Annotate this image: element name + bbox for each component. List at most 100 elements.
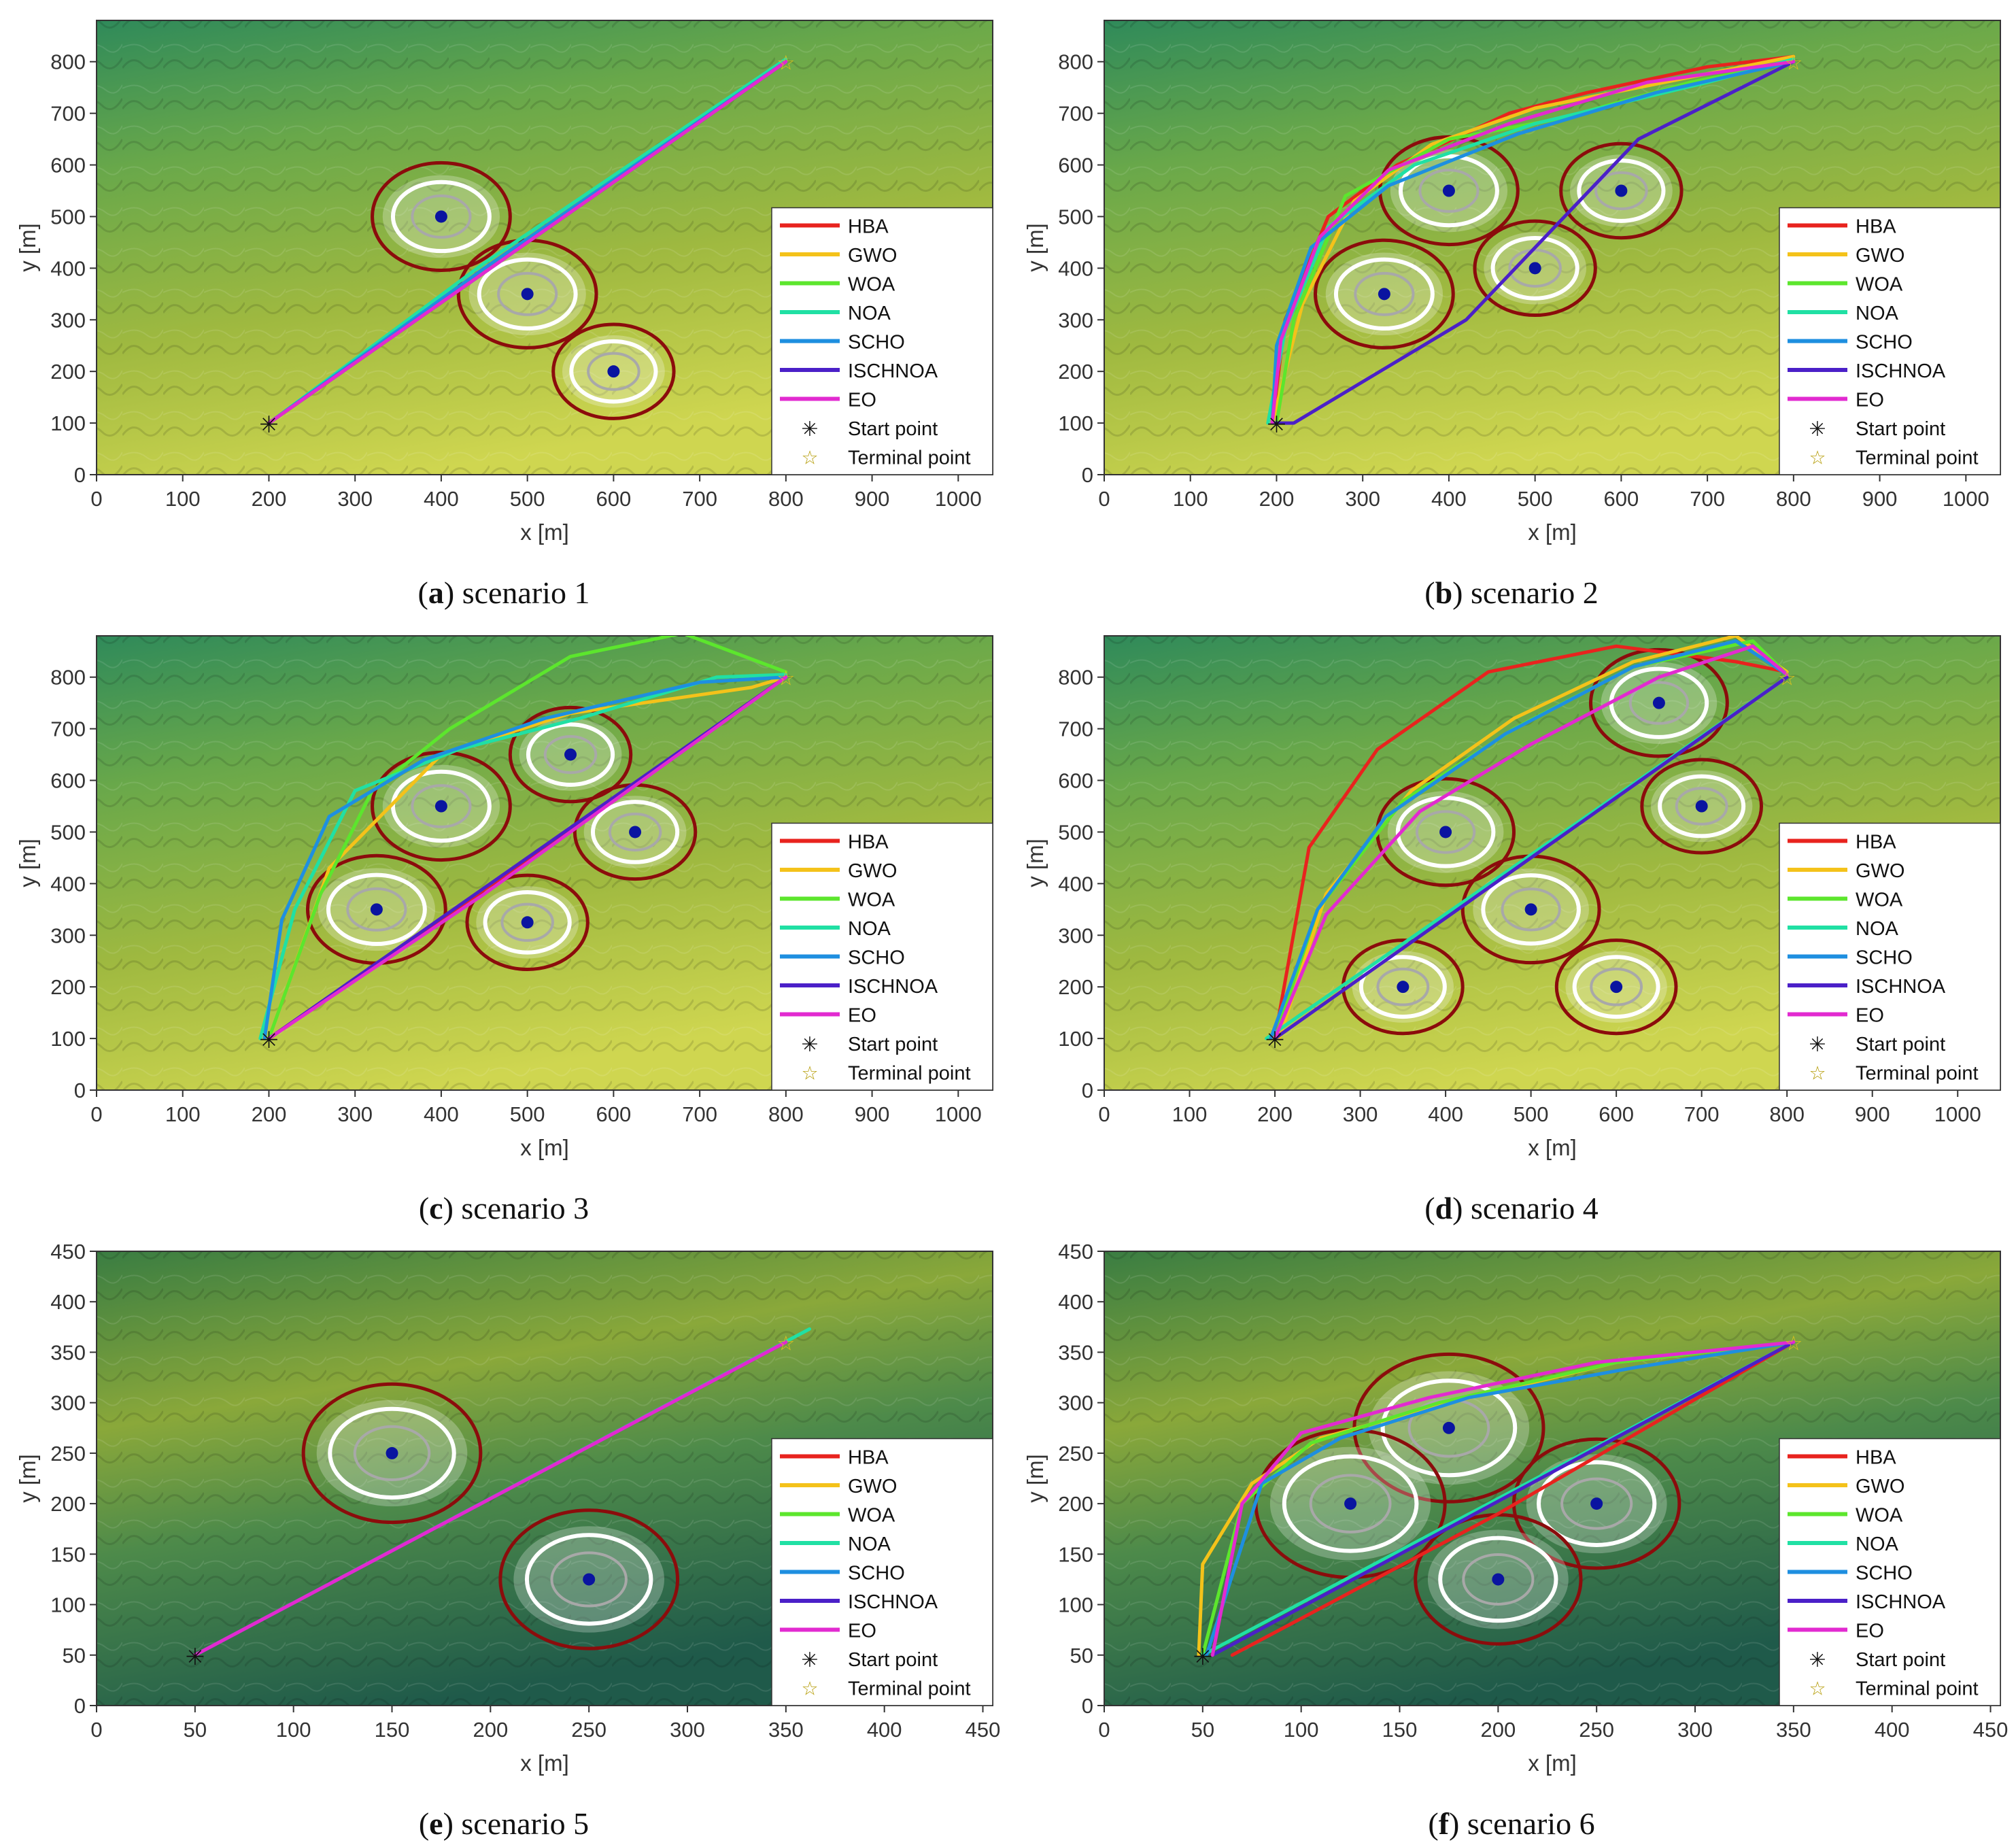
x-tick-label: 700 xyxy=(682,1102,717,1126)
y-tick-label: 300 xyxy=(1058,924,1093,947)
x-tick-label: 100 xyxy=(165,1102,201,1126)
threat-inner-ring xyxy=(1359,955,1447,1019)
plot-area xyxy=(193,1327,812,1657)
start-point-marker: ✳ xyxy=(1267,412,1286,438)
caption-b: (b) scenario 2 xyxy=(1424,575,1599,610)
legend-terminal-marker: ☆ xyxy=(801,447,818,469)
x-axis-label: x [m] xyxy=(1528,1750,1577,1776)
threat-core-ring xyxy=(1462,1553,1535,1606)
threat-core-ring xyxy=(587,352,640,391)
threat-core-ring xyxy=(1594,171,1648,211)
legend-label-woa: WOA xyxy=(1856,1505,1903,1527)
x-tick-label: 400 xyxy=(424,487,459,511)
caption-f: (f) scenario 6 xyxy=(1428,1806,1595,1841)
x-tick-label: 250 xyxy=(571,1718,606,1742)
legend-label-scho: SCHO xyxy=(1856,1563,1913,1585)
legend-label-hba: HBA xyxy=(1856,1447,1896,1469)
legend-label-eo: EO xyxy=(1856,1621,1884,1642)
threat-center xyxy=(1344,1497,1357,1510)
chart-b: 0 100 200 300 400 500 600 700 800 900 1000 0 100 200 3… xyxy=(1023,20,2001,545)
legend-label-terminal-point: Terminal point xyxy=(848,447,971,469)
threat-center xyxy=(607,365,620,378)
panel-c: 0 100 200 300 400 500 600 700 800 900 1000 0 100 200 3… xyxy=(0,615,1008,1231)
legend-label-hba: HBA xyxy=(1856,216,1896,238)
legend-label-eo: EO xyxy=(1856,390,1884,411)
legend-label-ischnoa: ISCHNOA xyxy=(848,1591,938,1613)
x-axis-label: x [m] xyxy=(1528,520,1577,545)
threat-core-ring xyxy=(1354,271,1415,316)
legend-label-ischnoa: ISCHNOA xyxy=(848,360,938,382)
legend-label-woa: WOA xyxy=(848,274,895,296)
y-tick-label: 700 xyxy=(50,717,86,741)
x-tick-label: 500 xyxy=(1514,1102,1549,1126)
threat-core-ring xyxy=(1376,967,1430,1006)
legend-label-gwo: GWO xyxy=(1856,245,1905,267)
legend-label-terminal-point: Terminal point xyxy=(1856,1678,1979,1700)
plot-area xyxy=(1265,636,1789,1040)
threat-core-ring xyxy=(353,1425,431,1481)
caption-text: scenario 2 xyxy=(1463,575,1599,610)
legend-label-eo: EO xyxy=(848,1005,876,1027)
threat-inner-ring xyxy=(1380,1378,1518,1478)
x-tick-label: 500 xyxy=(510,1102,545,1126)
legend: HBA GWO WOA NOA SCHO ISCHNOA EO ✳ Start point ☆ Te… xyxy=(771,1438,993,1706)
x-axis-label: x [m] xyxy=(1528,1135,1577,1160)
y-axis-label: y [m] xyxy=(1023,223,1048,272)
plot-area xyxy=(1266,54,1796,425)
y-tick-label: 100 xyxy=(1058,411,1093,435)
panel-f: 0 50 100 150 200 250 300 350 400 450 0 50 100 150 200 2… xyxy=(1008,1231,2015,1846)
legend-label-woa: WOA xyxy=(848,889,895,911)
path-ischnoa xyxy=(1273,675,1789,1040)
x-tick-label: 400 xyxy=(1428,1102,1463,1126)
threat-center xyxy=(1528,262,1541,275)
legend-label-eo: EO xyxy=(1856,1005,1884,1027)
y-tick-label: 800 xyxy=(1058,666,1093,690)
legend-label-gwo: GWO xyxy=(1856,1476,1905,1497)
threat-inner-ring xyxy=(1572,955,1660,1019)
y-tick-label: 100 xyxy=(50,1027,86,1051)
x-tick-label: 500 xyxy=(1518,487,1553,511)
legend: HBA GWO WOA NOA SCHO ISCHNOA EO ✳ Start point ☆ Te… xyxy=(771,822,993,1091)
panel-b: 0 100 200 300 400 500 600 700 800 900 1000 0 100 200 3… xyxy=(1008,0,2015,615)
legend-start-marker: ✳ xyxy=(1809,418,1826,441)
threat-inner-ring xyxy=(1438,1536,1558,1623)
y-tick-label: 200 xyxy=(50,975,86,999)
y-tick-label: 250 xyxy=(1058,1442,1093,1465)
legend-terminal-marker: ☆ xyxy=(1809,1678,1826,1699)
x-axis-label: x [m] xyxy=(520,1135,569,1160)
terminal-point-marker: ☆ xyxy=(776,52,795,75)
path-hba xyxy=(1230,1340,1796,1657)
x-tick-label: 50 xyxy=(1191,1718,1214,1742)
threat-inner-ring xyxy=(1658,774,1746,838)
panel-d: 0 100 200 300 400 500 600 700 800 900 1000 0 100 200 3… xyxy=(1008,615,2015,1231)
x-tick-label: 100 xyxy=(1284,1718,1319,1742)
x-tick-label: 0 xyxy=(1098,1718,1110,1742)
legend-start-marker: ✳ xyxy=(801,1649,818,1672)
y-tick-label: 300 xyxy=(1058,308,1093,332)
threat-center xyxy=(521,288,534,301)
y-tick-label: 800 xyxy=(50,666,86,690)
legend-label-eo: EO xyxy=(848,1621,876,1642)
path-eo xyxy=(1210,1340,1796,1657)
y-tick-label: 600 xyxy=(1058,154,1093,177)
y-tick-label: 700 xyxy=(50,102,86,126)
threat-core-ring xyxy=(346,887,407,932)
threat-center xyxy=(1442,1421,1455,1434)
y-tick-label: 500 xyxy=(50,820,86,844)
x-tick-label: 900 xyxy=(1855,1102,1890,1126)
x-tick-label: 200 xyxy=(1257,1102,1293,1126)
y-tick-label: 800 xyxy=(1058,50,1093,74)
x-tick-label: 800 xyxy=(768,487,804,511)
legend-label-terminal-point: Terminal point xyxy=(1856,1063,1979,1085)
y-tick-label: 400 xyxy=(50,1290,86,1314)
y-tick-label: 800 xyxy=(50,50,86,74)
x-tick-label: 300 xyxy=(1345,487,1380,511)
x-tick-label: 150 xyxy=(375,1718,410,1742)
y-tick-label: 200 xyxy=(50,360,86,384)
threat-center xyxy=(434,210,447,223)
y-tick-label: 100 xyxy=(1058,1593,1093,1617)
x-tick-label: 800 xyxy=(768,1102,804,1126)
y-tick-label: 400 xyxy=(50,872,86,896)
path-scho xyxy=(262,675,788,1040)
legend-label-start-point: Start point xyxy=(1856,1034,1945,1055)
